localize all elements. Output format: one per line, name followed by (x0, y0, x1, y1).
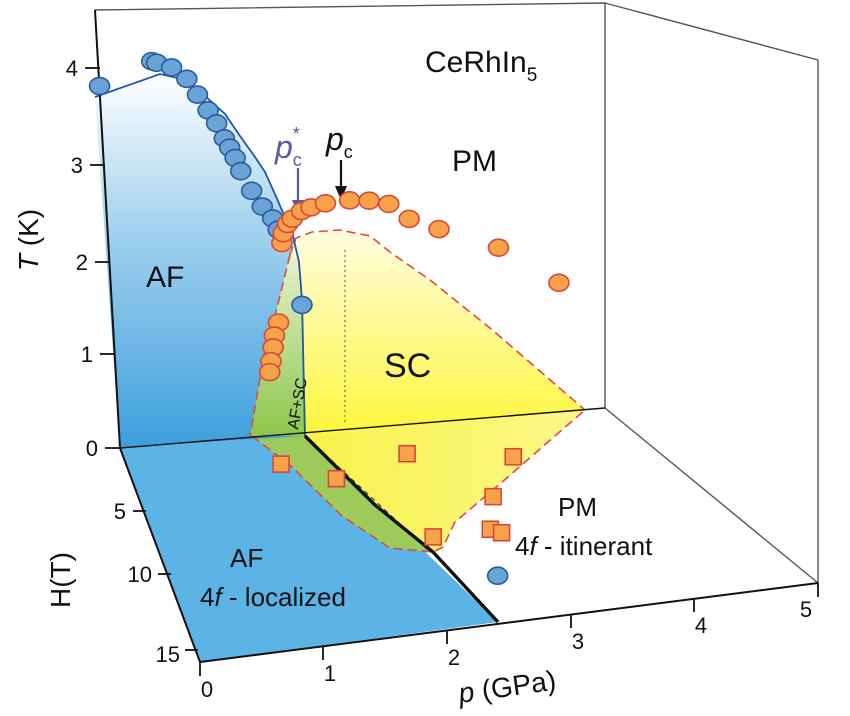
data-marks (88, 51, 570, 586)
p-tick-label: 2 (448, 645, 460, 670)
floor-pm-desc-pre: 4 (515, 531, 529, 561)
pc-star-sub: c (293, 150, 302, 170)
hc2-point (327, 469, 346, 488)
t-c-point (314, 193, 337, 213)
p-tick-label: 3 (572, 629, 584, 654)
h-axis-label: H(T) (45, 552, 76, 608)
floor-af-label: AF (230, 543, 263, 573)
t-tick-label: 2 (76, 250, 88, 275)
t-c-point (378, 194, 400, 214)
p-tick-label: 1 (324, 661, 336, 686)
pc-label: pc (325, 121, 353, 162)
h-end-point (486, 566, 509, 586)
sc-region-label: SC (384, 347, 431, 385)
floor-af-region (120, 436, 498, 662)
h-axis-line (119, 447, 201, 663)
p-tick-label: 0 (201, 677, 213, 702)
h-tick-label: 10 (128, 562, 152, 587)
floor-pm-desc: 4f - itinerant (515, 531, 653, 561)
t-n-point (176, 69, 198, 89)
pc-star-sup: * (293, 124, 300, 144)
floor-right-edge (604, 407, 819, 584)
pc-star-var: p (274, 129, 293, 165)
floor-af-desc: 4f - localized (200, 582, 346, 612)
floor-pm-label: PM (558, 492, 597, 522)
hc2-point (504, 447, 523, 466)
p-axis-label: p (GPa) (456, 665, 558, 709)
t-tick-label: 1 (81, 342, 93, 367)
floor-back-edge (119, 407, 606, 449)
p-axis-unit: (GPa) (472, 665, 558, 707)
pc-arrow (335, 160, 347, 200)
p-tick-label: 5 (800, 597, 812, 622)
box-frame (94, 2, 819, 584)
h-tick-label: 15 (156, 642, 180, 667)
floor-af-desc-var: f (214, 582, 224, 612)
floor-pm-desc-post: - itinerant (537, 531, 653, 561)
hc2-point (492, 523, 511, 542)
t-tick-label: 4 (66, 56, 78, 81)
afsc-boundary-dashed (249, 254, 291, 437)
t-c-point (398, 209, 420, 229)
hc2-point (272, 455, 290, 473)
chart-title: CeRhIn5 (425, 46, 537, 86)
hc2-point (484, 487, 502, 506)
t-n-point (88, 76, 111, 96)
pc-sub: c (344, 142, 353, 162)
p-tick-label: 4 (695, 613, 707, 638)
t-c-point (258, 362, 281, 382)
t-axis-label: T (K) (13, 209, 44, 271)
t-tick-label: 0 (86, 436, 98, 461)
t-tick-label: 3 (71, 153, 83, 178)
floor-hc2-dashed (251, 409, 586, 553)
t-n-point (160, 58, 183, 77)
floor-af-desc-post: - localized (222, 582, 346, 612)
t-c-point (358, 191, 380, 210)
t-c-point (338, 191, 361, 210)
t-n-point (240, 181, 263, 201)
t-n-point (291, 295, 313, 315)
t-axis-var: T (13, 252, 44, 271)
p-axis-var: p (456, 676, 477, 709)
floor-mix-region (252, 436, 433, 552)
af-region-label: AF (146, 261, 184, 294)
pc-var: p (325, 121, 344, 157)
pc-star-label: pc * (274, 124, 302, 170)
t-c-point (548, 273, 570, 293)
af-region-fill (95, 74, 305, 448)
title-subscript: 5 (527, 65, 538, 86)
p-axis-line (199, 582, 819, 663)
t-n-point (186, 85, 209, 104)
floor-pm-desc-var: f (529, 531, 539, 561)
t-n-point (229, 161, 252, 181)
tick-marks (85, 67, 819, 676)
h-tick-label: 5 (114, 499, 126, 524)
t-c-point (487, 238, 510, 257)
hc2-point (398, 444, 416, 463)
hc2-point (424, 528, 442, 546)
t-c-point (428, 219, 450, 239)
title-main: CeRhIn (425, 46, 527, 79)
floor-sc-region (305, 410, 585, 552)
t-axis-unit: (K) (13, 209, 44, 254)
right-side-frame (604, 2, 819, 583)
pm-region-label: PM (452, 145, 497, 178)
sc-region-fill (290, 230, 585, 436)
floor-af-desc-pre: 4 (200, 582, 214, 612)
